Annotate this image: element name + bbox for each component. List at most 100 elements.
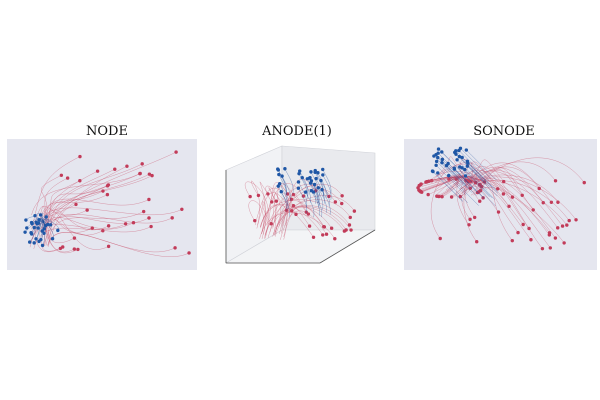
- anode-red-point: [301, 194, 306, 198]
- node-red-point: [174, 150, 178, 154]
- node-blue-point: [36, 221, 41, 225]
- sonode-blue-trajectory: [458, 150, 490, 181]
- node-red-point: [170, 216, 174, 220]
- sonode-blue-trajectory: [437, 172, 468, 204]
- node-red-point: [72, 236, 77, 240]
- node-red-point: [106, 244, 111, 249]
- sonode-blue-point: [440, 160, 444, 165]
- sonode-blue-trajectory: [467, 162, 499, 194]
- sonode-blue-point: [454, 149, 458, 153]
- sonode-blue-trajectory: [454, 152, 485, 183]
- node-red-point: [95, 169, 100, 173]
- sonode-blue-trajectory: [442, 159, 473, 190]
- node-blue-point: [33, 213, 37, 218]
- node-red-point: [90, 226, 94, 230]
- anode-blue-point: [321, 173, 325, 177]
- sonode-blue-trajectory: [461, 167, 493, 198]
- sonode-red-point: [553, 179, 558, 183]
- sonode-red-point: [501, 192, 506, 196]
- anode-red-point: [270, 200, 274, 204]
- node-blue-point: [32, 225, 36, 230]
- sonode-blue-point: [464, 148, 469, 152]
- anode-red-trajectory: [256, 192, 292, 229]
- node-blue-point: [36, 226, 40, 230]
- anode-red-point: [322, 224, 326, 229]
- node-red-trajectory: [46, 180, 80, 227]
- anode-red-point: [253, 218, 257, 223]
- sonode-red-point: [562, 241, 566, 245]
- node-red-trajectory: [41, 175, 62, 225]
- node-red-point: [138, 171, 142, 176]
- node-blue-point: [56, 228, 60, 233]
- node-red-point: [113, 167, 117, 171]
- anode-axis-y: [319, 229, 376, 264]
- sonode-blue-point: [447, 173, 451, 178]
- node-red-trajectory: [47, 185, 108, 217]
- sonode-ring-point: [440, 195, 444, 199]
- anode-blue-point: [305, 177, 310, 181]
- node-blue-point: [24, 218, 28, 222]
- node-blue-trajectory: [43, 221, 46, 234]
- node-blue-point: [34, 237, 38, 241]
- node-red-point: [149, 224, 153, 229]
- node-red-point: [101, 229, 105, 233]
- node-blue-point: [32, 241, 36, 245]
- anode-red-point: [347, 223, 352, 227]
- sonode-blue-point: [440, 157, 445, 162]
- anode-blue-point: [316, 171, 320, 175]
- node-blue-point: [25, 226, 29, 230]
- node-red-point: [187, 251, 191, 255]
- sonode-red-trajectory: [479, 167, 534, 211]
- sonode-blue-trajectory: [441, 162, 473, 193]
- sonode-red-point: [472, 215, 477, 220]
- node-red-point: [147, 216, 151, 220]
- anode-red-trajectory: [259, 212, 336, 239]
- node-blue-point: [30, 232, 34, 236]
- node-red-trajectory: [33, 222, 134, 249]
- anode-blue-point: [298, 169, 302, 173]
- anode-blue-point: [296, 180, 301, 184]
- node-red-point: [78, 154, 82, 159]
- node-blue-point: [46, 222, 50, 227]
- node-red-trajectory: [31, 173, 141, 216]
- sonode-blue-point: [440, 150, 444, 154]
- anode-red-point: [248, 194, 252, 199]
- node-red-trajectory: [47, 212, 109, 250]
- node-blue-point: [40, 243, 45, 248]
- sonode-blue-trajectory: [437, 157, 468, 188]
- anode-red-trajectory: [259, 181, 269, 235]
- node-red-trajectory: [47, 214, 173, 232]
- sonode-trajectories: [416, 146, 586, 251]
- anode-blue-point: [309, 170, 313, 174]
- anode-red-point: [321, 233, 325, 237]
- sonode-red-point: [549, 200, 554, 204]
- anode-red-trajectory: [272, 199, 324, 227]
- node-blue-point: [30, 222, 34, 226]
- anode-red-trajectory: [274, 195, 355, 237]
- node-plot-area: [7, 139, 197, 270]
- sonode-blue-trajectory: [464, 169, 495, 200]
- sonode-red-point: [468, 217, 472, 222]
- sonode-blue-trajectory: [448, 175, 479, 206]
- node-red-trajectory: [31, 156, 81, 230]
- sonode-blue-point: [457, 148, 461, 153]
- panel-title-anode: ANODE(1): [262, 124, 332, 139]
- anode-red-trajectory: [283, 205, 325, 237]
- node-blue-point: [40, 229, 44, 233]
- node-red-point: [65, 176, 70, 180]
- node-red-trajectory: [35, 205, 88, 223]
- node-red-point: [140, 162, 144, 166]
- sonode-red-point: [565, 223, 569, 227]
- node-red-point: [180, 207, 184, 212]
- node-blue-point: [37, 218, 41, 222]
- sonode-red-trajectory: [446, 179, 568, 226]
- anode-red-point: [342, 229, 347, 233]
- node-red-point: [147, 172, 152, 176]
- node-blue-point: [50, 237, 55, 241]
- anode-blue-point: [297, 171, 301, 176]
- sonode-red-trajectory: [473, 170, 563, 227]
- sonode-blue-trajectory: [435, 165, 467, 196]
- sonode-red-point: [510, 238, 514, 243]
- sonode-blue-trajectory: [465, 175, 496, 207]
- anode-blue-point: [313, 170, 317, 174]
